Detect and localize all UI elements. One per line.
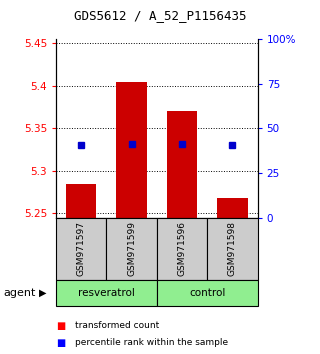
Text: control: control	[189, 288, 225, 298]
Text: transformed count: transformed count	[75, 321, 159, 330]
Text: GSM971598: GSM971598	[228, 221, 237, 276]
Bar	[207, 218, 258, 280]
Text: GDS5612 / A_52_P1156435: GDS5612 / A_52_P1156435	[74, 10, 246, 22]
Bar	[116, 81, 147, 218]
Bar	[56, 280, 157, 306]
Text: ▶: ▶	[39, 288, 47, 298]
Bar	[167, 111, 197, 218]
Text: ■: ■	[56, 338, 65, 348]
Bar	[56, 218, 106, 280]
Text: GSM971596: GSM971596	[178, 221, 187, 276]
Bar	[217, 198, 248, 218]
Text: percentile rank within the sample: percentile rank within the sample	[75, 338, 228, 347]
Bar	[157, 280, 258, 306]
Text: GSM971599: GSM971599	[127, 221, 136, 276]
Bar	[157, 218, 207, 280]
Text: ■: ■	[56, 321, 65, 331]
Text: GSM971597: GSM971597	[77, 221, 86, 276]
Text: agent: agent	[3, 288, 36, 298]
Bar	[106, 218, 157, 280]
Text: resveratrol: resveratrol	[78, 288, 135, 298]
Bar	[66, 184, 96, 218]
